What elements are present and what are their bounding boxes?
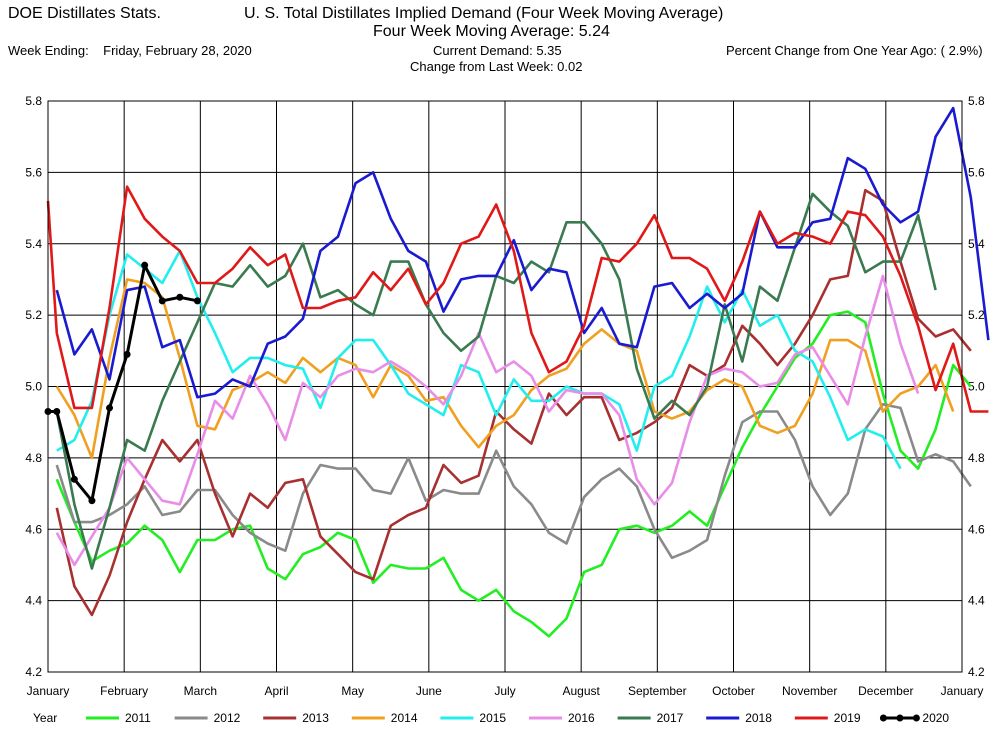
y-tick-label-left: 5.6 xyxy=(25,165,42,179)
legend-label-2016: 2016 xyxy=(568,711,595,725)
change-from-last-week: Change from Last Week: 0.02 xyxy=(410,59,583,74)
plot-frame xyxy=(47,100,963,673)
legend-label-2018: 2018 xyxy=(745,711,772,725)
percent-change-year-ago: Percent Change from One Year Ago: ( 2.9%… xyxy=(726,43,983,58)
series-line-2019 xyxy=(46,185,989,413)
x-tick-label: June xyxy=(416,684,442,698)
series-line-2011 xyxy=(55,310,972,638)
x-tick-label: July xyxy=(494,684,515,698)
legend-label-2011: 2011 xyxy=(125,711,151,725)
y-tick-label-left: 5.2 xyxy=(25,308,42,322)
series-line-2016 xyxy=(55,274,920,567)
y-tick-label-right: 4.6 xyxy=(968,522,985,536)
y-tick-label-right: 4.2 xyxy=(968,665,985,679)
legend-label-2013: 2013 xyxy=(302,711,329,725)
x-tick-label: March xyxy=(184,684,217,698)
legend-title: Year xyxy=(33,711,57,725)
legend-label-2012: 2012 xyxy=(214,711,241,725)
data-point-2020 xyxy=(123,350,131,358)
y-axis-left: 4.2 4.4 4.6 4.8 5.0 5.2 5.4 5.6 5.8 xyxy=(25,94,42,679)
series-line-2018 xyxy=(55,106,990,399)
y-tick-label-right: 4.8 xyxy=(968,451,985,465)
x-tick-label: January xyxy=(27,684,70,698)
x-tick-label: October xyxy=(712,684,755,698)
x-tick-label: November xyxy=(782,684,837,698)
x-axis: January February March April May June July Augu… xyxy=(27,684,984,698)
x-tick-label: April xyxy=(264,684,288,698)
source-label: DOE Distillates Stats. xyxy=(8,5,161,22)
y-tick-label-right: 5.8 xyxy=(968,94,985,108)
series-line-2020 xyxy=(48,263,198,503)
current-demand: Current Demand: 5.35 xyxy=(433,43,562,58)
week-ending-date: Friday, February 28, 2020 xyxy=(103,43,252,58)
y-tick-label-left: 5.8 xyxy=(25,94,42,108)
legend-label-2019: 2019 xyxy=(834,711,861,725)
y-tick-label-left: 4.6 xyxy=(25,522,42,536)
y-axis-right: 4.24.44.64.85.05.25.45.65.8 xyxy=(968,94,985,679)
y-tick-label-right: 5.2 xyxy=(968,308,985,322)
series-lines xyxy=(44,106,990,638)
data-point-2020 xyxy=(158,297,166,305)
data-point-2020 xyxy=(193,297,201,305)
series-line-2013 xyxy=(55,188,972,617)
x-tick-label: December xyxy=(858,684,913,698)
y-tick-label-left: 4.8 xyxy=(25,451,42,465)
y-tick-label-right: 5.0 xyxy=(968,380,985,394)
legend-marker-2020 xyxy=(912,714,920,722)
legend-label-2015: 2015 xyxy=(479,711,506,725)
y-tick-label-left: 5.0 xyxy=(25,380,42,394)
legend-label-2020: 2020 xyxy=(922,711,949,725)
series-line-2017 xyxy=(55,192,937,570)
x-tick-label: January xyxy=(941,684,984,698)
y-tick-label-right: 5.6 xyxy=(968,165,985,179)
data-point-2020 xyxy=(141,261,149,269)
data-point-2020 xyxy=(88,497,96,505)
data-point-2020 xyxy=(176,293,184,301)
week-ending-label: Week Ending: xyxy=(8,43,89,58)
data-point-2020 xyxy=(70,475,78,483)
legend-label-2014: 2014 xyxy=(391,711,418,725)
legend-label-2017: 2017 xyxy=(657,711,684,725)
series-line-2012 xyxy=(55,402,972,560)
x-tick-label: February xyxy=(100,684,148,698)
week-ending: Week Ending: Friday, February 28, 2020 xyxy=(8,43,252,58)
series-line-2015 xyxy=(56,249,902,470)
y-tick-label-left: 5.4 xyxy=(25,237,42,251)
x-tick-label: September xyxy=(628,684,687,698)
x-tick-label: May xyxy=(341,684,364,698)
legend: Year 2011 2012 2013 2014 2015 2016 2017 2018 2019… xyxy=(33,711,949,725)
x-tick-label: August xyxy=(562,684,600,698)
legend-marker-2020 xyxy=(879,714,887,722)
chart-title: U. S. Total Distillates Implied Demand (… xyxy=(244,5,724,22)
data-point-2020 xyxy=(53,407,61,415)
y-tick-label-left: 4.2 xyxy=(25,665,42,679)
data-point-2020 xyxy=(106,404,114,412)
y-tick-label-right: 4.4 xyxy=(968,594,985,608)
y-tick-label-left: 4.4 xyxy=(25,594,42,608)
four-week-average: Four Week Moving Average: 5.24 xyxy=(373,23,610,40)
legend-marker-2020 xyxy=(896,714,904,722)
